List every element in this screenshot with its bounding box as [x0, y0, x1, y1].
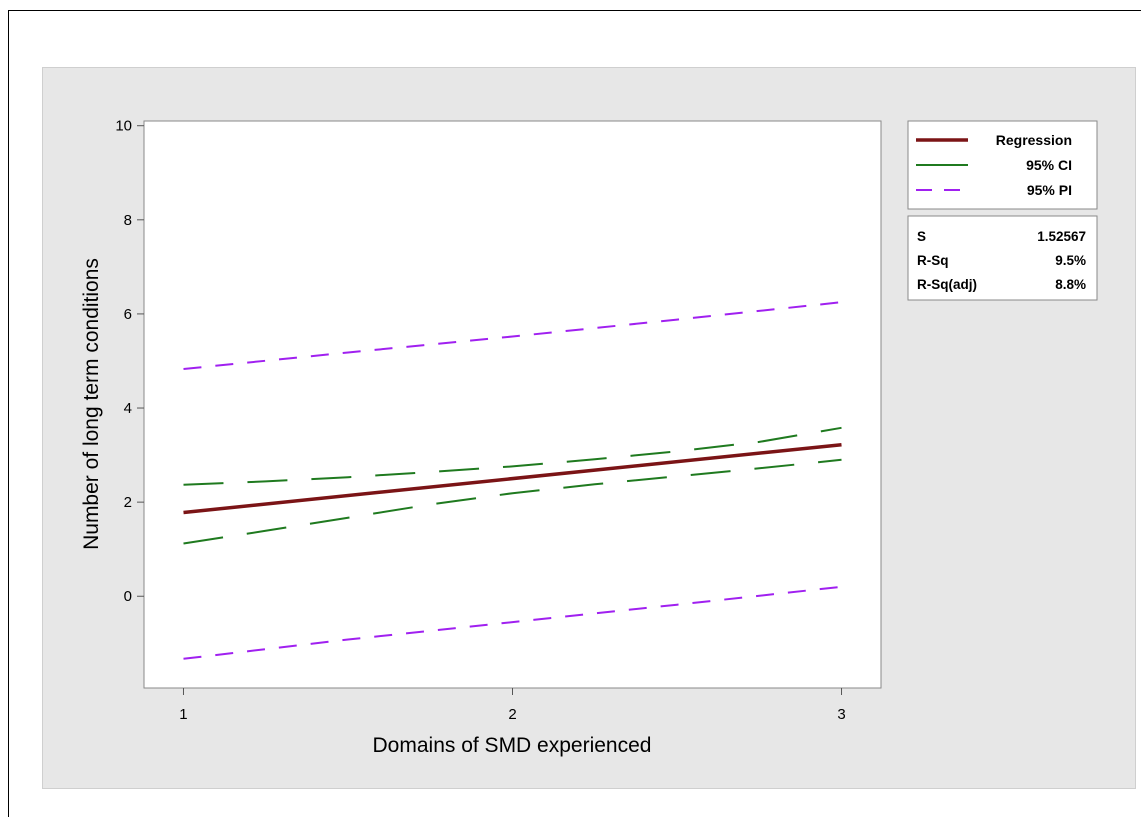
- figure-frame: [8, 10, 1141, 817]
- legend-regression-label: Regression: [996, 132, 1072, 148]
- plot-area: [143, 120, 882, 689]
- axis-layer: 1 2 3 0 2 4 6 8 10: [115, 118, 845, 723]
- x-tick-label: 3: [837, 706, 845, 723]
- y-tick-label: 8: [124, 212, 132, 229]
- stat-rsq-label: R-Sq: [917, 253, 949, 268]
- x-axis-title: Domains of SMD experienced: [373, 734, 652, 757]
- x-tick-label: 1: [179, 706, 187, 723]
- y-tick-label: 10: [115, 118, 132, 135]
- 95-pi-lower-line: [183, 585, 842, 660]
- fit-statistics: S 1.52567 R-Sq 9.5% R-Sq(adj) 8.8%: [907, 215, 1098, 301]
- y-axis-title: Number of long term conditions: [80, 258, 103, 550]
- series-layer: [183, 301, 842, 660]
- x-tick-label: 2: [508, 706, 516, 723]
- stat-rsq-adj-label: R-Sq(adj): [917, 277, 977, 292]
- y-tick-label: 2: [124, 494, 132, 511]
- stat-s-value: 1.52567: [1037, 229, 1086, 244]
- 95-pi-upper-line: [183, 301, 842, 370]
- stat-rsq-adj-value: 8.8%: [1055, 277, 1086, 292]
- 95-ci-lower-line: [183, 458, 842, 545]
- 95-ci-upper-line: [183, 426, 842, 486]
- stat-s-label: S: [917, 229, 926, 244]
- y-tick-label: 0: [124, 588, 132, 605]
- y-tick-label: 4: [124, 400, 132, 417]
- legend-ci-label: 95% CI: [1026, 157, 1072, 173]
- legend: Regression 95% CI 95% PI: [907, 120, 1098, 210]
- y-tick-label: 6: [124, 306, 132, 323]
- legend-pi-label: 95% PI: [1027, 182, 1072, 198]
- stat-rsq-value: 9.5%: [1055, 253, 1086, 268]
- stats-frame: [907, 215, 1098, 301]
- regression-line: [183, 442, 842, 515]
